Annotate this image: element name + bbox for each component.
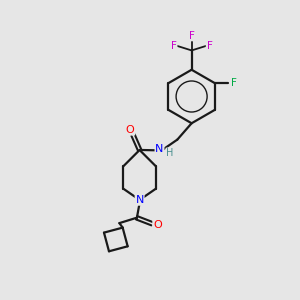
Text: N: N [155,144,164,154]
Text: N: N [135,195,144,205]
Text: O: O [126,125,134,135]
Text: F: F [171,41,177,51]
Text: F: F [189,31,194,40]
Text: F: F [232,78,237,88]
Text: H: H [166,148,174,158]
Text: O: O [153,220,162,230]
Text: F: F [206,41,212,51]
